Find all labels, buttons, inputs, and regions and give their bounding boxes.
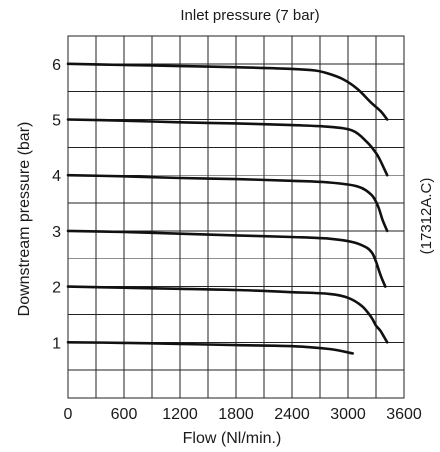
- figure-code-label: (17312A.C): [418, 178, 435, 255]
- x-tick-label: 3600: [386, 406, 422, 423]
- y-axis-label: Downstream pressure (bar): [16, 122, 33, 317]
- y-tick-label: 4: [52, 168, 61, 185]
- chart-curves: [66, 62, 389, 355]
- plot-frame: [67, 35, 405, 399]
- y-tick-label: 3: [52, 224, 61, 241]
- y-tick-label: 6: [52, 57, 61, 74]
- chart-grid: [68, 36, 404, 398]
- x-tick-label: 2400: [274, 406, 310, 423]
- y-tick-label: 1: [52, 335, 61, 352]
- x-tick-label: 600: [111, 406, 138, 423]
- pressure-curve-5: [66, 118, 389, 177]
- x-tick-label: 3000: [330, 406, 366, 423]
- pressure-curve-2: [66, 285, 389, 344]
- pressure-curve-4: [66, 173, 389, 233]
- x-tick-label: 1200: [162, 406, 198, 423]
- y-tick-labels: 1 2 3 4 5 6: [52, 57, 61, 352]
- y-tick-label: 2: [52, 280, 61, 297]
- x-axis-label: Flow (Nl/min.): [183, 430, 282, 447]
- pressure-curve-6: [66, 62, 389, 121]
- x-tick-labels: 0 600 1200 1800 2400 3000 3600: [64, 406, 422, 423]
- x-tick-label: 1800: [218, 406, 254, 423]
- pressure-curve-1: [66, 341, 354, 355]
- x-tick-label: 0: [64, 406, 73, 423]
- pressure-curve-3: [66, 229, 387, 288]
- chart-title: Inlet pressure (7 bar): [180, 7, 319, 24]
- y-tick-label: 5: [52, 113, 61, 130]
